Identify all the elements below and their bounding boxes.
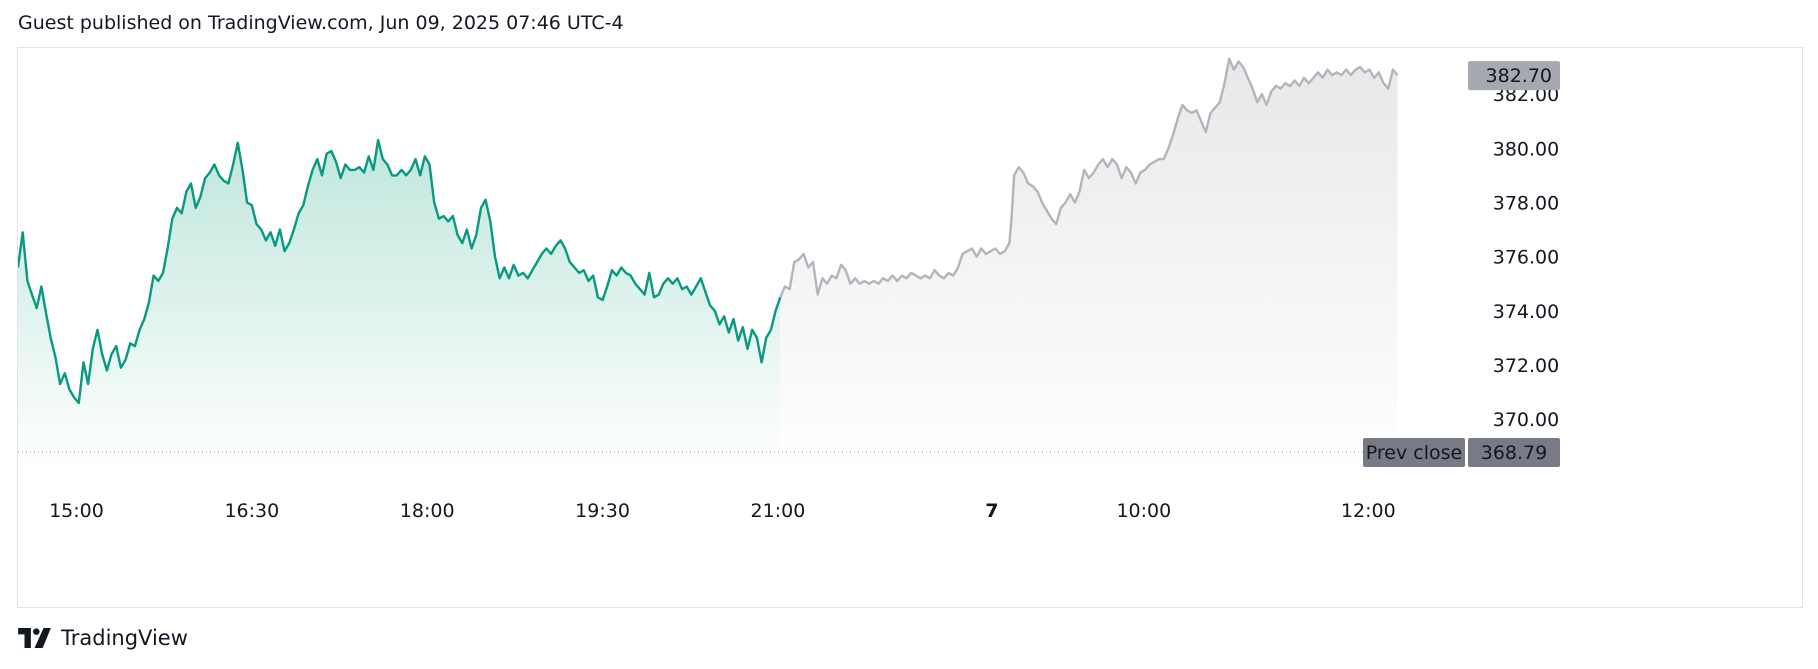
x-tick-label: 18:00 — [400, 500, 455, 522]
y-tick-label: 380.00 — [1493, 138, 1559, 160]
footer: TradingView — [18, 626, 188, 650]
last-price-label: 382.70 — [1486, 65, 1552, 87]
y-tick-label: 378.00 — [1493, 192, 1559, 214]
publication-header: Guest published on TradingView.com, Jun … — [18, 12, 624, 34]
tradingview-logo-icon — [18, 628, 51, 648]
prev-close-badge: Prev close 368.79 — [1363, 438, 1560, 468]
y-tick-label: 374.00 — [1493, 301, 1559, 323]
x-tick-label: 16:30 — [224, 500, 279, 522]
extended-session-line — [779, 57, 1399, 298]
x-tick-label: 15:00 — [49, 500, 104, 522]
x-tick-label: 10:00 — [1116, 500, 1171, 522]
regular-session-line — [18, 138, 782, 405]
x-tick-label: 21:00 — [751, 500, 806, 522]
footer-brand: TradingView — [61, 626, 188, 650]
extended-session-fill — [780, 58, 1398, 469]
prev-close-label: Prev close — [1366, 442, 1462, 464]
price-chart[interactable]: 382.00380.00378.00376.00374.00372.00370.… — [18, 48, 1802, 607]
x-tick-label: 12:00 — [1341, 500, 1396, 522]
y-tick-label: 372.00 — [1493, 355, 1559, 377]
x-tick-label: 7 — [985, 500, 998, 522]
last-price-badge: 382.70 — [1468, 61, 1560, 91]
chart-area[interactable]: 382.00 380.00 378.00 376.00 374.00 372.00 370.… — [17, 47, 1803, 608]
x-tick-label: 19:30 — [575, 500, 630, 522]
price-axis[interactable]: 382.00380.00378.00376.00374.00372.00370.… — [1493, 84, 1559, 431]
prev-close-value: 368.79 — [1481, 442, 1547, 464]
y-tick-label: 376.00 — [1493, 247, 1559, 269]
y-tick-label: 370.00 — [1493, 409, 1559, 431]
time-axis[interactable]: 15:00 16:30 18:00 19:30 21:00 7 10:00 12:00 — [49, 500, 1396, 522]
regular-session-fill — [18, 140, 781, 468]
